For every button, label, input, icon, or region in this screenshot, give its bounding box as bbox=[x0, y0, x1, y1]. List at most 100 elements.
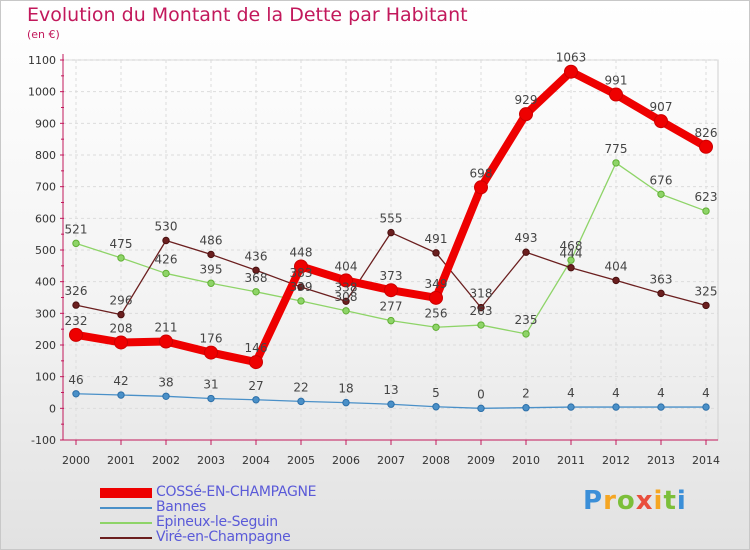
series-point-1 bbox=[72, 390, 80, 398]
series-point-2 bbox=[72, 239, 80, 248]
y-tick-label: 300 bbox=[35, 307, 56, 320]
proxiti-logo: Proxiti bbox=[583, 486, 687, 516]
data-label: 18 bbox=[338, 382, 353, 396]
y-tick-label: -100 bbox=[31, 434, 56, 447]
series-point-1 bbox=[252, 396, 260, 404]
data-label: 235 bbox=[515, 313, 538, 327]
x-tick-label: 2014 bbox=[692, 454, 720, 467]
data-label: 4 bbox=[702, 386, 710, 400]
data-label: 4 bbox=[567, 386, 575, 400]
x-tick-label: 2005 bbox=[287, 454, 315, 467]
data-label: 676 bbox=[650, 173, 673, 187]
data-label: 211 bbox=[155, 321, 178, 335]
data-label: 826 bbox=[695, 126, 718, 140]
series-point-0 bbox=[564, 64, 578, 79]
series-point-1 bbox=[657, 403, 665, 411]
data-label: 5 bbox=[432, 386, 440, 400]
data-label: 521 bbox=[65, 222, 88, 236]
data-label: 325 bbox=[695, 284, 718, 298]
data-label: 256 bbox=[425, 306, 448, 320]
data-label: 339 bbox=[290, 280, 313, 294]
axes: -100 0 100 200 300 400 500 600 700 800 900 1000 1100… bbox=[28, 54, 720, 467]
data-label: 468 bbox=[560, 239, 583, 253]
data-label: 368 bbox=[245, 271, 268, 285]
series-point-3 bbox=[702, 301, 710, 310]
data-label: 277 bbox=[380, 300, 403, 314]
series-point-0 bbox=[249, 355, 263, 370]
data-label: 46 bbox=[68, 373, 83, 387]
series-point-2 bbox=[297, 297, 305, 305]
data-label: 349 bbox=[425, 277, 448, 291]
data-label: 176 bbox=[200, 332, 223, 346]
series-point-0 bbox=[339, 273, 353, 288]
data-label: 2 bbox=[522, 387, 530, 401]
data-label: 383 bbox=[290, 266, 313, 280]
series-point-3 bbox=[612, 276, 620, 285]
series-point-0 bbox=[474, 180, 488, 195]
x-tick-label: 2013 bbox=[647, 454, 675, 467]
series-point-3 bbox=[387, 228, 395, 237]
data-label: 42 bbox=[113, 374, 128, 388]
series-point-2 bbox=[522, 330, 530, 338]
series-point-0 bbox=[69, 327, 83, 342]
data-label: 436 bbox=[245, 249, 268, 263]
data-label: 907 bbox=[650, 100, 673, 114]
series-point-2 bbox=[117, 254, 125, 262]
x-tick-label: 2001 bbox=[107, 454, 135, 467]
x-tick-label: 2010 bbox=[512, 454, 540, 467]
series-point-1 bbox=[522, 404, 530, 412]
series-point-1 bbox=[342, 398, 350, 407]
data-label: 0 bbox=[477, 387, 485, 401]
x-tick-label: 2009 bbox=[467, 454, 495, 467]
chart-title: Evolution du Montant de la Dette par Hab… bbox=[27, 4, 468, 26]
series-point-0 bbox=[204, 345, 218, 360]
y-tick-label: 700 bbox=[35, 181, 56, 194]
data-label: 318 bbox=[470, 287, 493, 301]
y-tick-label: 800 bbox=[35, 149, 56, 162]
data-label: 13 bbox=[383, 383, 398, 397]
series-point-3 bbox=[72, 301, 80, 309]
data-label: 555 bbox=[380, 212, 403, 226]
y-tick-label: 200 bbox=[35, 339, 56, 352]
data-label: 22 bbox=[293, 380, 308, 394]
data-label: 444 bbox=[560, 247, 583, 261]
series-point-3 bbox=[477, 303, 485, 312]
data-label: 493 bbox=[515, 231, 538, 245]
series-point-2 bbox=[387, 316, 395, 325]
series-point-3 bbox=[297, 283, 305, 291]
series-point-3 bbox=[432, 249, 440, 257]
series-point-2 bbox=[567, 256, 575, 264]
series-point-2 bbox=[477, 321, 485, 329]
x-tick-label: 2004 bbox=[242, 454, 270, 467]
series-point-2 bbox=[207, 279, 215, 287]
series-point-0 bbox=[654, 114, 668, 129]
data-label: 698 bbox=[470, 166, 493, 180]
series-point-2 bbox=[612, 159, 620, 167]
series-point-3 bbox=[207, 250, 215, 259]
series-point-2 bbox=[657, 190, 665, 198]
data-label: 404 bbox=[335, 259, 358, 273]
series-point-1 bbox=[612, 403, 620, 411]
data-label: 146 bbox=[245, 341, 268, 355]
data-label: 404 bbox=[605, 259, 628, 273]
series bbox=[69, 64, 713, 413]
series-point-3 bbox=[342, 297, 350, 305]
series-point-3 bbox=[117, 310, 125, 319]
y-tick-label: 100 bbox=[35, 371, 56, 384]
y-tick-label: 400 bbox=[35, 276, 56, 289]
data-label: 263 bbox=[470, 304, 493, 318]
x-tick-label: 2002 bbox=[152, 454, 180, 467]
data-label: 491 bbox=[425, 232, 448, 246]
series-point-1 bbox=[432, 403, 440, 411]
series-point-1 bbox=[162, 392, 170, 400]
series-point-2 bbox=[432, 323, 440, 331]
series-point-0 bbox=[519, 107, 533, 122]
series-point-3 bbox=[162, 236, 170, 245]
series-point-0 bbox=[384, 283, 398, 298]
y-tick-label: 500 bbox=[35, 244, 56, 257]
x-tick-label: 2007 bbox=[377, 454, 405, 467]
unit-label: (en €) bbox=[27, 28, 60, 41]
x-tick-label: 2011 bbox=[557, 454, 585, 467]
data-label: 486 bbox=[200, 233, 223, 247]
